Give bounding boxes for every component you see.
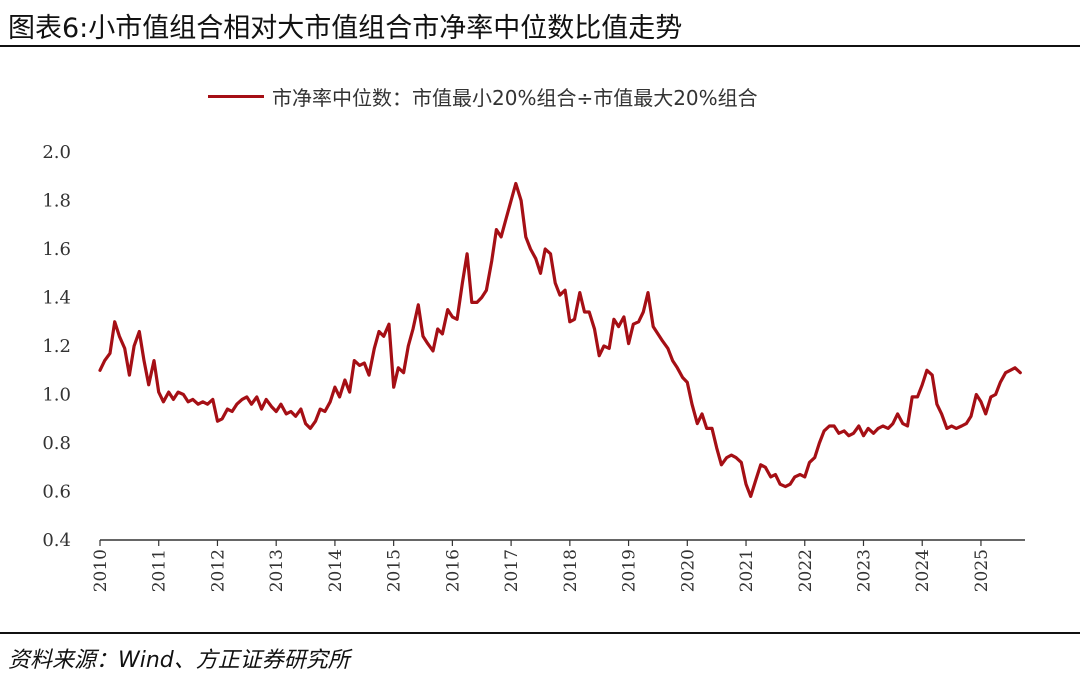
x-tick-label: 2020: [678, 549, 698, 592]
x-tick-label: 2022: [796, 549, 816, 592]
series-line: [98, 181, 1022, 498]
x-tick-label: 2016: [443, 549, 463, 592]
y-tick-label: 1.6: [42, 239, 71, 260]
legend-label: 市净率中位数：市值最小20%组合÷市值最大20%组合: [272, 86, 758, 110]
chart-title: 图表6:小市值组合相对大市值组合市净率中位数比值走势: [8, 13, 683, 44]
x-tick-label: 2015: [385, 549, 405, 592]
x-tick-label: 2012: [208, 549, 228, 592]
y-tick-label: 1.8: [42, 191, 71, 212]
y-tick-label: 0.4: [42, 530, 71, 551]
x-tick-label: 2021: [737, 549, 757, 592]
y-tick-label: 0.8: [42, 433, 71, 454]
legend-swatch: [208, 95, 264, 98]
x-tick-label: 2023: [854, 549, 874, 592]
x-tick-label: 2010: [91, 549, 111, 592]
y-tick-label: 2.0: [42, 142, 71, 163]
x-tick-label: 2024: [913, 549, 933, 592]
x-tick-label: 2011: [150, 549, 170, 592]
y-tick-label: 0.6: [42, 482, 71, 503]
legend: 市净率中位数：市值最小20%组合÷市值最大20%组合: [208, 82, 758, 111]
x-tick-label: 2014: [326, 549, 346, 592]
y-tick-label: 1.0: [42, 385, 71, 406]
x-tick-label: 2019: [620, 549, 640, 592]
x-tick-label: 2025: [972, 549, 992, 592]
source-note: 资料来源：Wind、方正证券研究所: [8, 648, 350, 673]
y-tick-label: 1.2: [42, 336, 71, 357]
x-tick-label: 2017: [502, 549, 522, 592]
x-tick-label: 2018: [561, 549, 581, 592]
x-tick-label: 2013: [267, 549, 287, 592]
bottom-rule: [0, 632, 1080, 634]
top-rule: [0, 45, 1080, 47]
y-tick-label: 1.4: [42, 288, 71, 309]
